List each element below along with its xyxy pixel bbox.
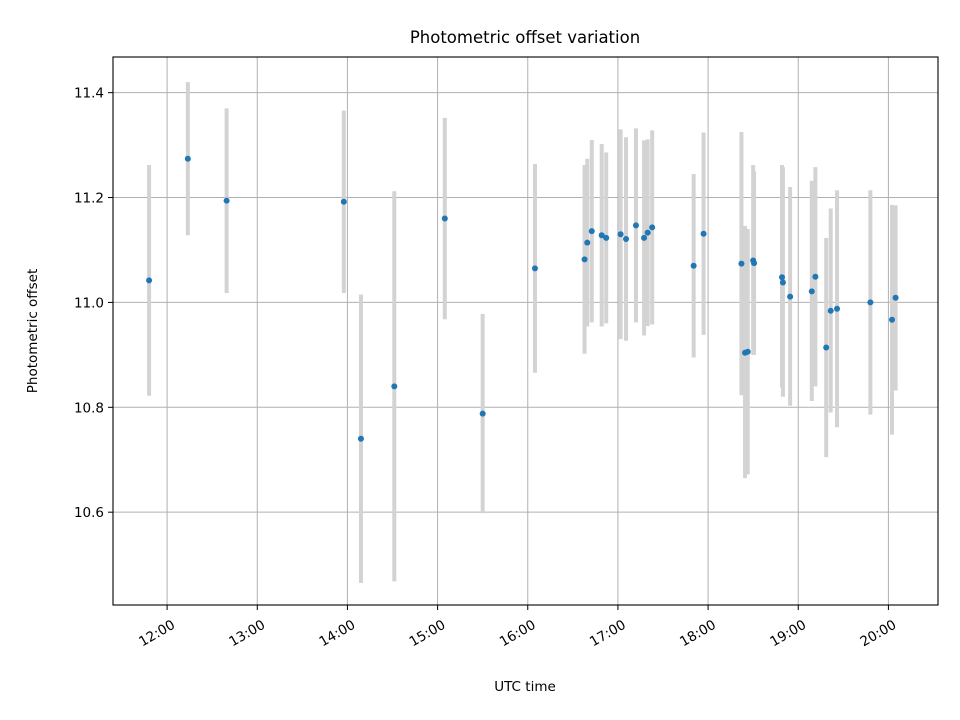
data-point xyxy=(441,215,448,222)
data-point xyxy=(184,155,191,162)
data-point xyxy=(357,435,364,442)
data-point xyxy=(581,256,588,263)
data-point xyxy=(744,348,751,355)
data-point xyxy=(812,273,819,280)
data-point xyxy=(827,307,834,314)
data-point xyxy=(479,410,486,417)
data-point xyxy=(834,305,841,312)
y-tick-label: 10.6 xyxy=(74,505,104,521)
y-tick-label: 11.4 xyxy=(74,86,104,102)
y-axis-label: Photometric offset xyxy=(25,269,41,393)
data-point xyxy=(641,234,648,241)
chart-title: Photometric offset variation xyxy=(410,28,640,47)
y-tick-label: 11.2 xyxy=(74,191,104,207)
data-point xyxy=(588,228,595,235)
data-point xyxy=(223,197,230,204)
data-point xyxy=(603,234,610,241)
data-point xyxy=(808,288,815,295)
data-point xyxy=(700,230,707,237)
y-tick-label: 10.8 xyxy=(74,400,104,416)
data-point xyxy=(892,294,899,301)
data-point xyxy=(779,279,786,286)
plot-frame xyxy=(112,56,939,606)
data-point xyxy=(787,293,794,300)
x-axis-label: UTC time xyxy=(494,679,556,695)
data-point xyxy=(649,224,656,231)
point-layer xyxy=(146,155,899,442)
data-point xyxy=(584,239,591,246)
y-tick-label: 11.0 xyxy=(74,295,104,311)
data-point xyxy=(779,274,786,281)
data-point xyxy=(340,198,347,205)
data-point xyxy=(598,232,605,239)
data-point xyxy=(531,265,538,272)
data-point xyxy=(690,262,697,269)
data-point xyxy=(889,316,896,323)
data-point xyxy=(867,299,874,306)
data-point xyxy=(644,229,651,236)
data-point xyxy=(751,260,758,267)
grid-layer xyxy=(113,57,938,605)
data-point xyxy=(738,260,745,267)
data-point xyxy=(823,344,830,351)
data-point xyxy=(632,222,639,229)
data-point xyxy=(391,383,398,390)
data-point xyxy=(617,231,624,238)
data-point xyxy=(146,277,153,284)
data-point xyxy=(623,235,630,242)
